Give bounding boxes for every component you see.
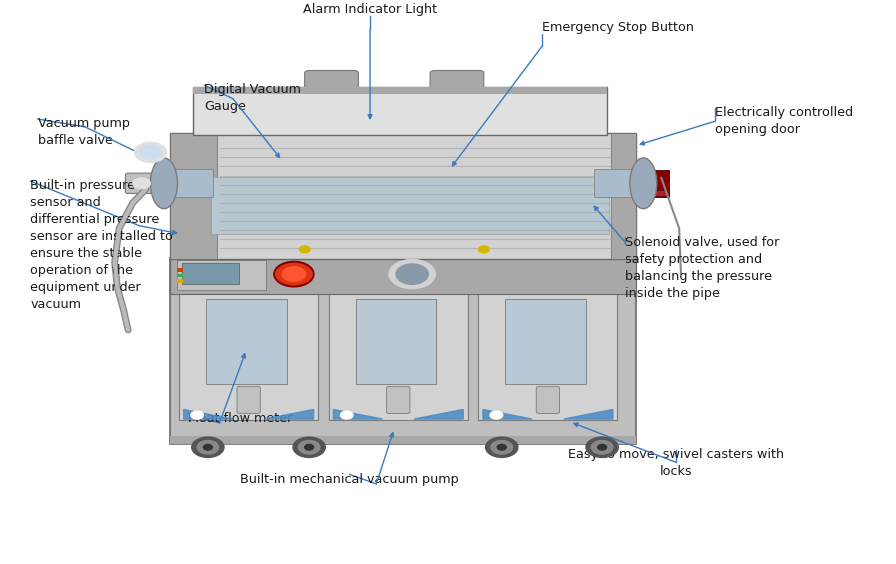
Circle shape: [203, 444, 212, 450]
Text: Easy to move, swivel casters with
locks: Easy to move, swivel casters with locks: [568, 448, 785, 478]
Polygon shape: [483, 409, 532, 419]
Text: Solenoid valve, used for
safety protection and
balancing the pressure
inside the: Solenoid valve, used for safety protecti…: [625, 236, 780, 299]
FancyBboxPatch shape: [430, 70, 484, 92]
Circle shape: [389, 259, 435, 289]
Polygon shape: [414, 409, 463, 419]
FancyBboxPatch shape: [177, 260, 266, 290]
FancyBboxPatch shape: [611, 133, 636, 259]
FancyBboxPatch shape: [170, 258, 636, 267]
Text: Digital Vacuum
Gauge: Digital Vacuum Gauge: [204, 83, 301, 113]
Polygon shape: [184, 409, 233, 419]
Circle shape: [340, 411, 353, 419]
Circle shape: [282, 267, 306, 281]
Circle shape: [490, 411, 503, 419]
Text: Built-in mechanical vacuum pump: Built-in mechanical vacuum pump: [240, 473, 459, 486]
Polygon shape: [333, 409, 383, 419]
FancyBboxPatch shape: [305, 70, 358, 92]
Ellipse shape: [151, 158, 177, 209]
Text: Electrically controlled
opening door: Electrically controlled opening door: [715, 106, 853, 136]
FancyBboxPatch shape: [478, 271, 617, 420]
Circle shape: [192, 437, 224, 457]
Text: Vacuum pump
baffle valve: Vacuum pump baffle valve: [38, 117, 130, 147]
FancyBboxPatch shape: [177, 274, 183, 277]
Circle shape: [586, 437, 618, 457]
FancyBboxPatch shape: [170, 258, 636, 444]
Text: Built-in pressure
sensor and
differential pressure
sensor are installed to
ensur: Built-in pressure sensor and differentia…: [30, 179, 173, 311]
Circle shape: [497, 444, 506, 450]
FancyBboxPatch shape: [179, 271, 318, 420]
FancyBboxPatch shape: [646, 170, 669, 197]
Polygon shape: [564, 409, 613, 419]
Circle shape: [133, 178, 151, 189]
FancyBboxPatch shape: [387, 386, 410, 413]
FancyBboxPatch shape: [170, 133, 217, 259]
Circle shape: [293, 437, 325, 457]
FancyBboxPatch shape: [329, 271, 468, 420]
FancyBboxPatch shape: [356, 299, 436, 384]
Ellipse shape: [630, 158, 657, 209]
Circle shape: [134, 142, 167, 162]
Circle shape: [598, 444, 607, 450]
Text: Float flow meter: Float flow meter: [188, 412, 292, 425]
FancyBboxPatch shape: [177, 279, 183, 283]
Circle shape: [591, 440, 613, 454]
Text: Emergency Stop Button: Emergency Stop Button: [542, 21, 694, 34]
FancyBboxPatch shape: [536, 386, 560, 413]
FancyBboxPatch shape: [594, 169, 652, 197]
FancyBboxPatch shape: [505, 299, 586, 384]
FancyBboxPatch shape: [170, 255, 636, 294]
FancyBboxPatch shape: [193, 87, 607, 135]
Circle shape: [276, 263, 312, 285]
Circle shape: [299, 246, 310, 253]
Circle shape: [140, 146, 161, 159]
FancyBboxPatch shape: [170, 133, 636, 259]
Circle shape: [305, 444, 314, 450]
Circle shape: [486, 437, 518, 457]
FancyBboxPatch shape: [182, 263, 239, 284]
FancyBboxPatch shape: [155, 169, 213, 197]
Circle shape: [298, 440, 320, 454]
FancyBboxPatch shape: [649, 190, 667, 196]
Circle shape: [478, 246, 489, 253]
FancyBboxPatch shape: [125, 173, 158, 193]
FancyBboxPatch shape: [211, 177, 609, 234]
Circle shape: [491, 440, 513, 454]
Circle shape: [191, 411, 203, 419]
FancyBboxPatch shape: [206, 299, 287, 384]
Text: Alarm Indicator Light: Alarm Indicator Light: [303, 3, 437, 16]
FancyBboxPatch shape: [193, 87, 607, 94]
FancyBboxPatch shape: [170, 436, 636, 444]
Circle shape: [197, 440, 219, 454]
Polygon shape: [264, 409, 314, 419]
FancyBboxPatch shape: [177, 268, 183, 272]
FancyBboxPatch shape: [237, 386, 261, 413]
Circle shape: [396, 264, 428, 284]
